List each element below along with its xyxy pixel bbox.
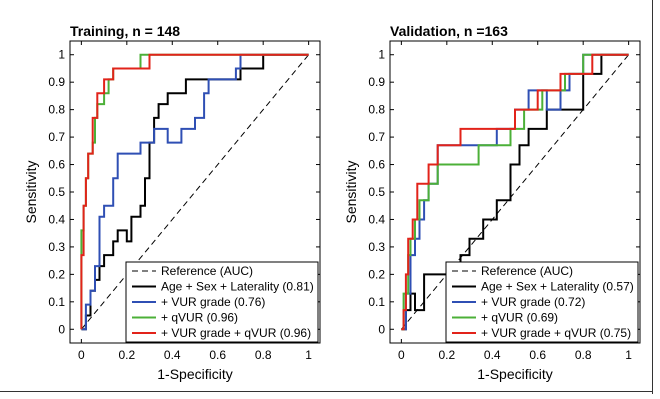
y-tick-label: 0 <box>378 322 385 336</box>
x-tick-label: 0.8 <box>255 348 272 362</box>
y-tick-label: 0.1 <box>48 295 65 309</box>
x-tick-label: 0.2 <box>438 348 455 362</box>
y-tick-label: 0.5 <box>48 185 65 199</box>
legend-label-3: + VUR grade + qVUR (0.96) <box>161 326 311 340</box>
y-tick-label: 0.9 <box>48 75 65 89</box>
x-tick-label: 0.2 <box>118 348 135 362</box>
x-tick-label: 0.4 <box>484 348 501 362</box>
x-tick-label: 0 <box>398 348 405 362</box>
x-tick-label: 0.4 <box>164 348 181 362</box>
legend-label-1: + VUR grade (0.76) <box>161 295 265 309</box>
x-tick-label: 1 <box>625 348 632 362</box>
y-tick-label: 0.6 <box>368 158 385 172</box>
legend-label-3: + VUR grade + qVUR (0.75) <box>481 326 631 340</box>
y-tick-label: 0.2 <box>48 267 65 281</box>
chart-title: Training, n = 148 <box>70 23 180 39</box>
legend-label-2: + qVUR (0.96) <box>161 311 238 325</box>
roc-curve-1 <box>81 53 309 331</box>
legend-label-0: Age + Sex + Laterality (0.81) <box>161 280 314 294</box>
legend: Reference (AUC) Age + Sex + Laterality (0… <box>125 261 319 343</box>
figure-border-bottom <box>0 391 652 392</box>
y-tick-label: 0 <box>58 322 65 336</box>
y-tick-label: 0.5 <box>368 185 385 199</box>
y-tick-label: 0.8 <box>48 103 65 117</box>
legend-box <box>125 261 319 343</box>
legend-label-reference: Reference (AUC) <box>481 264 573 278</box>
y-tick-label: 1 <box>378 48 385 62</box>
y-tick-label: 0.6 <box>48 158 65 172</box>
x-axis-label: 1-Specificity <box>477 366 552 382</box>
y-tick-label: 0.3 <box>48 240 65 254</box>
chart-title: Validation, n =163 <box>390 23 508 39</box>
roc-panel-validation: Validation, n =163 0 0.2 0.4 0.6 0.8 1 0 0.1 0.2 0… <box>343 23 641 382</box>
x-tick-label: 0.6 <box>209 348 226 362</box>
x-tick-label: 0.8 <box>575 348 592 362</box>
y-tick-label: 0.3 <box>368 240 385 254</box>
y-tick-label: 0.2 <box>368 267 385 281</box>
figure-border-right <box>652 0 653 394</box>
x-tick-label: 0 <box>78 348 85 362</box>
legend-label-1: + VUR grade (0.72) <box>481 295 585 309</box>
y-axis-label: Sensitivity <box>23 160 39 223</box>
x-axis-label: 1-Specificity <box>157 366 232 382</box>
legend-label-2: + qVUR (0.69) <box>481 311 558 325</box>
legend-label-0: Age + Sex + Laterality (0.57) <box>481 280 634 294</box>
y-tick-label: 0.9 <box>368 75 385 89</box>
roc-curve-0 <box>81 53 309 331</box>
y-tick-label: 0.8 <box>368 103 385 117</box>
x-tick-label: 0.6 <box>529 348 546 362</box>
roc-curve-3 <box>80 53 309 330</box>
legend: Reference (AUC) Age + Sex + Laterality (0… <box>445 261 639 343</box>
roc-panel-training: Training, n = 148 0 0.2 0.4 0.6 0.8 1 0 0.1 0.2 0.… <box>23 23 321 382</box>
y-axis-label: Sensitivity <box>343 160 359 223</box>
y-tick-label: 0.7 <box>368 130 385 144</box>
y-tick-label: 0.1 <box>368 295 385 309</box>
y-tick-label: 1 <box>58 48 65 62</box>
x-tick-label: 1 <box>305 348 312 362</box>
roc-curve-3 <box>401 53 629 331</box>
legend-box <box>445 261 639 343</box>
y-tick-label: 0.4 <box>368 212 385 226</box>
legend-label-reference: Reference (AUC) <box>161 264 253 278</box>
y-tick-label: 0.7 <box>48 130 65 144</box>
y-tick-label: 0.4 <box>48 212 65 226</box>
